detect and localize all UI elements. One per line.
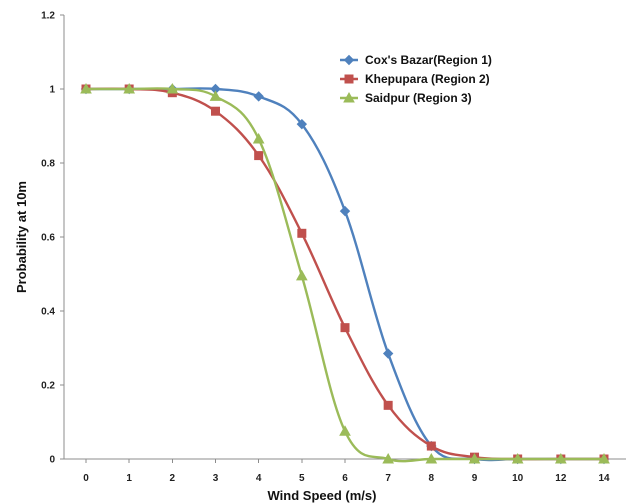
series-1-point (339, 205, 351, 217)
legend-item-2: Khepupara (Region 2) (340, 72, 490, 86)
x-tick-label: 7 (385, 473, 391, 484)
series-3-point (511, 452, 524, 464)
series-3-point (123, 82, 136, 94)
series-layer (80, 82, 610, 465)
y-tick-label: 0.2 (41, 381, 55, 392)
x-tick-label: 2 (170, 473, 176, 484)
legend: Cox's Bazar(Region 1) Khepupara (Region 2… (340, 53, 492, 105)
x-tick-label: 4 (256, 473, 262, 484)
x-tick-label: 1 (126, 473, 132, 484)
legend-label: Khepupara (Region 2) (365, 72, 490, 86)
y-tick-label: 0.4 (41, 307, 55, 318)
series-3-point (554, 452, 567, 464)
x-tick-label: 9 (472, 473, 478, 484)
series-3-point (425, 452, 438, 464)
x-tick-label: 5 (299, 473, 305, 484)
legend-marker (343, 91, 355, 103)
series-2 (81, 84, 609, 464)
x-tick-label: 3 (213, 473, 219, 484)
series-1 (80, 83, 610, 465)
series-2-point (426, 441, 436, 451)
x-tick-label: 14 (598, 473, 610, 484)
x-axis-title: Wind Speed (m/s) (268, 488, 377, 503)
x-tick-label: 12 (555, 473, 567, 484)
x-tick-label: 6 (342, 473, 348, 484)
series-2-point (340, 323, 350, 333)
series-3-point (252, 132, 265, 144)
series-3-point (382, 452, 395, 464)
legend-marker (344, 74, 354, 84)
series-1-point (296, 118, 308, 130)
y-tick-label: 1.2 (41, 11, 55, 22)
series-2-point (383, 400, 393, 410)
legend-label: Cox's Bazar(Region 1) (365, 53, 492, 67)
series-3 (80, 82, 610, 464)
x-tick-label: 8 (429, 473, 435, 484)
x-tick-label: 0 (83, 473, 89, 484)
series-2-point (211, 106, 220, 116)
series-3-point (295, 269, 308, 281)
series-2-point (254, 151, 264, 161)
series-3-point (80, 82, 92, 94)
series-2-point (297, 228, 307, 238)
series-3-point (598, 452, 610, 464)
legend-item-3: Saidpur (Region 3) (340, 91, 472, 105)
legend-marker (343, 54, 355, 66)
series-3-line (84, 87, 606, 463)
series-1-point (253, 91, 264, 102)
y-tick-label: 0 (49, 455, 55, 466)
axes-layer: 00.20.40.60.811.20 1 2 3 4 5 6 7 8 9 10 12 14 (41, 11, 626, 484)
y-tick-label: 0.6 (41, 233, 55, 244)
series-1-point (382, 348, 394, 359)
y-tick-label: 0.8 (41, 159, 55, 170)
series-1-line (84, 87, 606, 462)
series-3-point (166, 82, 179, 94)
series-2-line (84, 87, 606, 461)
series-3-point (468, 452, 481, 464)
x-tick-label: 10 (512, 473, 524, 484)
series-3-point (339, 425, 351, 436)
legend-item-1: Cox's Bazar(Region 1) (340, 53, 492, 67)
series-3-point (209, 90, 222, 101)
y-axis-title: Probability at 10m (14, 181, 29, 293)
y-tick-label: 1 (49, 85, 55, 96)
legend-label: Saidpur (Region 3) (365, 91, 472, 105)
